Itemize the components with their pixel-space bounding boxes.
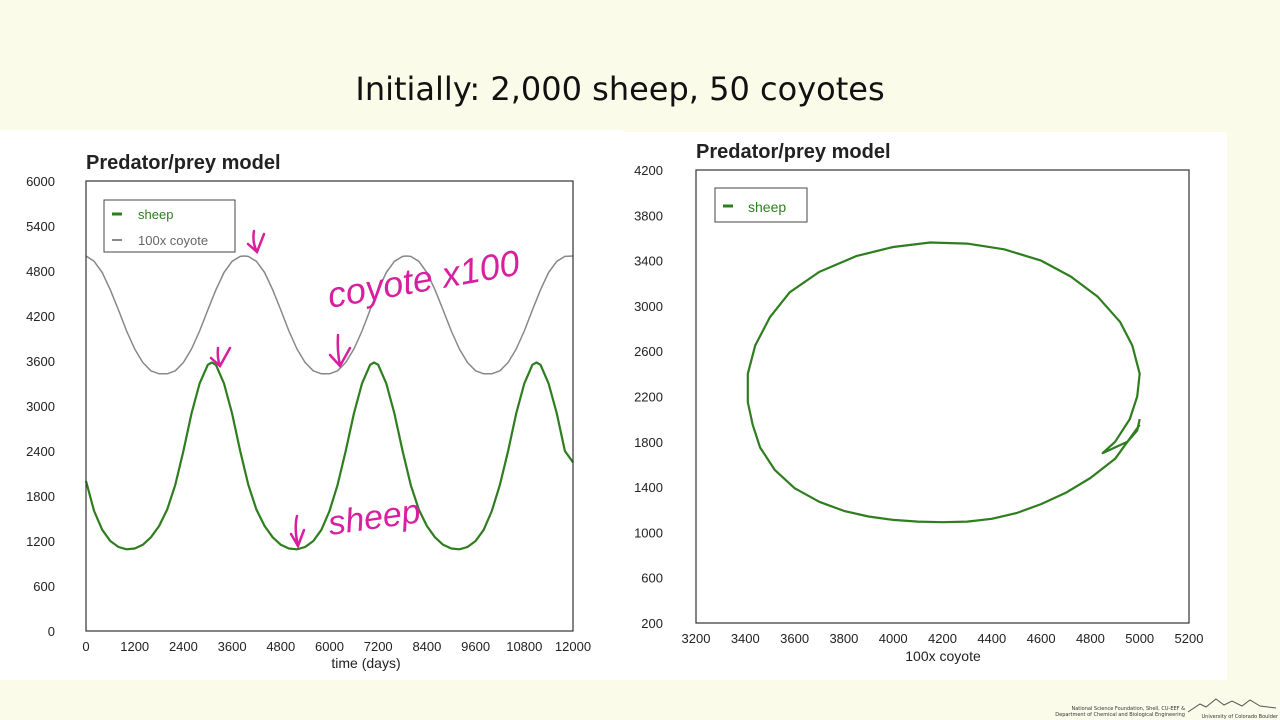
footer-line-1: National Science Foundation, Shell, CU-E…: [1071, 706, 1186, 712]
x-tick-label: 6000: [315, 639, 344, 654]
x-tick-label: 4200: [928, 631, 957, 646]
x-tick-label: 7200: [364, 639, 393, 654]
x-tick-label: 10800: [506, 639, 542, 654]
phase-plot-chart: Predator/prey model 200 600 1000 1400 1800 22…: [634, 141, 1204, 664]
x-tick-label: 4800: [1076, 631, 1105, 646]
y-tick-label: 2200: [634, 390, 663, 405]
arrow-sheep-peak: [209, 346, 232, 368]
y-tick-label: 4800: [26, 264, 55, 279]
y-tick-label: 1800: [634, 435, 663, 450]
arrow-sheep-trough: [289, 514, 306, 549]
legend-label-coyote: 100x coyote: [138, 233, 208, 248]
y-tick-label: 5400: [26, 219, 55, 234]
x-tick-label: 1200: [120, 639, 149, 654]
y-tick-label: 1400: [634, 480, 663, 495]
y-tick-label: 3600: [26, 354, 55, 369]
slide-title: Initially: 2,000 sheep, 50 coyotes: [355, 70, 885, 108]
y-tick-label: 0: [48, 624, 55, 639]
footer-line-2: Department of Chemical and Biological En…: [1055, 712, 1185, 718]
x-tick-label: 4000: [879, 631, 908, 646]
time-series-chart: Predator/prey model 0 600 1200 1800 2400 3000…: [26, 152, 591, 671]
y-tick-label: 6000: [26, 174, 55, 189]
x-tick-label: 4400: [977, 631, 1006, 646]
legend: sheep 100x coyote: [103, 199, 236, 253]
x-tick-label: 3200: [682, 631, 711, 646]
x-tick-label: 4600: [1027, 631, 1056, 646]
x-tick-label: 12000: [555, 639, 591, 654]
time-series-chart-panel: Predator/prey model 0 600 1200 1800 2400 3000…: [0, 130, 623, 680]
y-tick-label: 3000: [634, 299, 663, 314]
x-tick-label: 3800: [829, 631, 858, 646]
x-tick-label: 5000: [1125, 631, 1154, 646]
x-tick-label: 3600: [218, 639, 247, 654]
mountain-logo: [1187, 698, 1277, 713]
chart-title: Predator/prey model: [86, 152, 281, 174]
legend: sheep: [714, 187, 808, 223]
x-tick-label: 4800: [266, 639, 295, 654]
x-tick-label: 3400: [731, 631, 760, 646]
annotation-coyote: coyote x100: [324, 242, 522, 316]
arrow-coyote-peak: [246, 229, 266, 255]
logo-text: University of Colorado Boulder: [1201, 714, 1278, 720]
y-tick-label: 3800: [634, 208, 663, 223]
x-tick-label: 9600: [461, 639, 490, 654]
series-line-sheep: [84, 361, 574, 551]
plot-frame: [695, 169, 1190, 624]
x-tick-label: 3600: [780, 631, 809, 646]
y-tick-label: 600: [33, 579, 55, 594]
y-tick-label: 3000: [26, 399, 55, 414]
x-tick-label: 0: [82, 639, 89, 654]
series-line-100x-coyote: [85, 255, 574, 375]
x-tick-label: 8400: [412, 639, 441, 654]
legend-label-sheep: sheep: [748, 199, 786, 215]
plot-frame: [85, 180, 574, 632]
y-tick-label: 2600: [634, 344, 663, 359]
y-tick-label: 1200: [26, 534, 55, 549]
x-axis-label: time (days): [331, 655, 400, 671]
footer-credits: National Science Foundation, Shell, CU-E…: [975, 706, 1185, 718]
phase-plot-panel: Predator/prey model 200 600 1000 1400 1800 22…: [623, 132, 1227, 680]
x-tick-label: 2400: [169, 639, 198, 654]
annotation-sheep: sheep: [326, 492, 423, 543]
arrow-coyote-trough: [328, 333, 352, 369]
y-tick-label: 4200: [634, 163, 663, 178]
y-tick-label: 1000: [634, 525, 663, 540]
x-tick-label: 5200: [1175, 631, 1204, 646]
y-tick-label: 1800: [26, 489, 55, 504]
legend-label-sheep: sheep: [138, 207, 173, 222]
handwritten-arrows: [209, 229, 352, 549]
chart-title: Predator/prey model: [696, 141, 891, 163]
y-tick-label: 4200: [26, 309, 55, 324]
y-tick-label: 600: [641, 571, 663, 586]
y-tick-label: 3400: [634, 254, 663, 269]
x-axis-label: 100x coyote: [905, 648, 981, 664]
y-tick-label: 200: [641, 616, 663, 631]
y-tick-label: 2400: [26, 444, 55, 459]
series-line-sheep: [746, 241, 1141, 524]
